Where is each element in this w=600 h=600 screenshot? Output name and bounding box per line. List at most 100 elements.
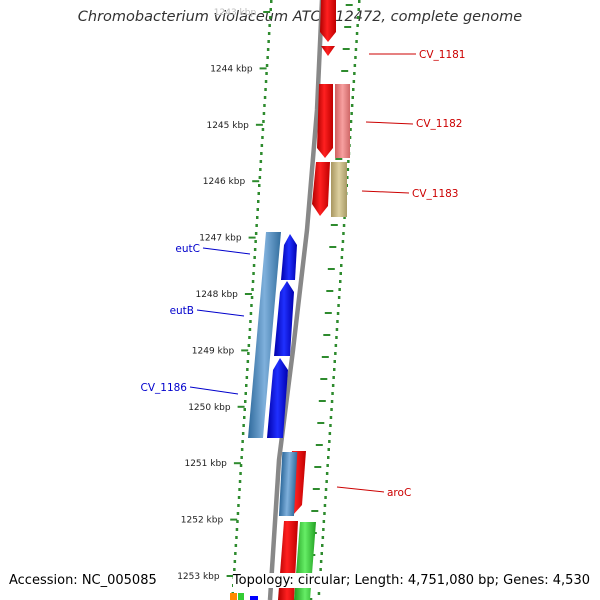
ring-dot: [321, 536, 325, 539]
ring-minor-tick: [341, 70, 349, 72]
ring-dot: [335, 336, 338, 339]
ring-dot: [262, 112, 266, 115]
gene-cv1182-red: [317, 84, 333, 158]
dotted-ring-boundaries: [231, 0, 361, 600]
ring-dot: [248, 328, 252, 331]
ring-dot: [319, 568, 322, 571]
ring-dot: [239, 464, 243, 467]
kbp-tick: [244, 293, 252, 295]
kbp-tick: [263, 11, 271, 13]
ring-minor-tick: [315, 444, 323, 446]
coordinate-ticks: 1243 kbp 1244 kbp 1245 kbp 1246 kbp 1247 kbp…: [177, 8, 271, 582]
ring-dot: [265, 64, 269, 67]
ring-dot: [248, 336, 251, 339]
ring-minor-tick: [345, 4, 353, 6]
ring-dot: [336, 312, 340, 315]
ring-minor-tick: [320, 378, 328, 380]
ring-dot: [233, 568, 236, 571]
ring-dot: [340, 256, 344, 259]
ring-dot: [322, 528, 325, 531]
ring-dot: [355, 40, 358, 43]
ring-dot: [336, 320, 339, 323]
ring-dot: [321, 544, 324, 547]
ring-dot: [319, 560, 323, 563]
kbp-tick-label: 1252 kbp: [181, 516, 224, 526]
gene-features: [230, 0, 350, 600]
kbp-tick-label: 1251 kbp: [184, 459, 227, 469]
ring-dot: [343, 216, 346, 219]
ring-dot: [269, 16, 272, 19]
ring-dot: [251, 280, 255, 283]
gene-aroc-steel: [278, 452, 298, 516]
ring-dot: [328, 432, 332, 435]
ring-minor-tick: [324, 312, 332, 314]
ring-dot: [330, 408, 333, 411]
ring-dot: [334, 344, 338, 347]
ring-dot: [264, 88, 267, 91]
ring-minor-tick: [327, 268, 335, 270]
backbone-track: [267, 0, 325, 600]
ring-dot: [256, 216, 259, 219]
ring-dot: [355, 32, 359, 35]
ring-minor-tick: [312, 488, 320, 490]
gene-eutc: [281, 234, 297, 280]
gene-label-aroc: aroC: [387, 487, 411, 499]
ring-dot: [259, 168, 262, 171]
ring-dot: [351, 96, 354, 99]
ring-dot: [260, 152, 263, 155]
ring-dot: [262, 120, 265, 123]
ring-dot: [240, 456, 243, 459]
ring-dot: [259, 160, 263, 163]
ring-dot: [339, 280, 342, 283]
ring-dot: [264, 80, 268, 83]
ring-dot: [237, 496, 241, 499]
ring-dot: [258, 184, 261, 187]
ring-dot: [354, 48, 358, 51]
ring-dot: [267, 32, 271, 35]
ring-dot: [324, 488, 328, 491]
kbp-tick-label: 1249 kbp: [192, 346, 235, 356]
ring-dot: [331, 392, 334, 395]
ring-dot: [257, 200, 260, 203]
ring-dot: [323, 512, 326, 515]
ring-minor-tick: [330, 224, 338, 226]
gene-cv1183-red: [312, 162, 330, 216]
ring-dot: [249, 312, 253, 315]
ring-dot: [238, 480, 242, 483]
gene-bottom-green-small: [238, 593, 244, 600]
ring-dot: [238, 488, 241, 491]
kbp-tick-label: 1244 kbp: [210, 64, 253, 74]
ring-dot: [340, 264, 343, 267]
ring-dot: [350, 104, 354, 107]
ring-dot: [243, 416, 246, 419]
ring-minor-tick: [323, 334, 331, 336]
ring-minor-tick: [335, 158, 343, 160]
ring-dot: [256, 208, 259, 211]
kbp-tick-label: 1248 kbp: [195, 290, 238, 300]
ring-dot: [328, 440, 331, 443]
ring-dot: [266, 48, 270, 51]
kbp-tick: [226, 575, 234, 577]
ring-dot: [353, 72, 356, 75]
ring-minor-tick: [321, 356, 329, 358]
gene-label-eutb: eutB: [170, 305, 194, 317]
ring-dot: [335, 328, 339, 331]
ring-dot: [254, 232, 258, 235]
ring-dot: [252, 264, 256, 267]
ring-dot: [233, 560, 237, 563]
ring-dot: [356, 16, 360, 19]
ring-minor-tick: [317, 422, 325, 424]
gene-label-cv1182: CV_1182: [416, 118, 463, 130]
ring-minor-tick: [342, 48, 350, 50]
gene-bottom-blue-small: [250, 596, 258, 600]
gene-cv1186-blue: [267, 358, 288, 438]
kbp-tick: [230, 518, 238, 521]
ring-dot: [325, 472, 329, 475]
ring-minor-tick: [311, 510, 319, 512]
ring-dot: [242, 424, 245, 427]
kbp-tick-label: 1243 kbp: [214, 8, 257, 18]
ring-dot: [338, 288, 341, 291]
gene-cv1182-pink: [335, 84, 350, 158]
ring-dot: [334, 352, 337, 355]
